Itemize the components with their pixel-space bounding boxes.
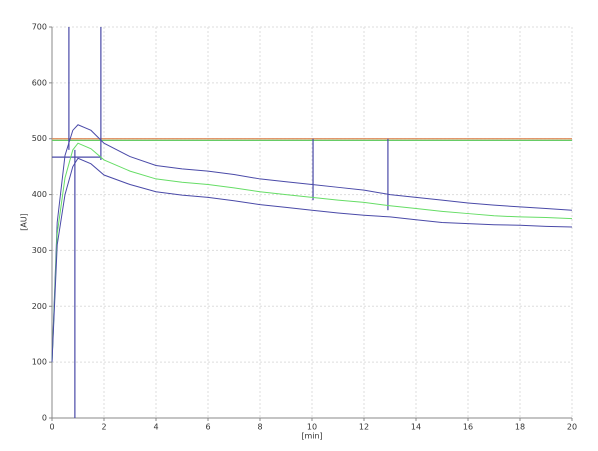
- y-tick-label: 400: [32, 190, 47, 199]
- x-tick-label: 14: [411, 423, 421, 432]
- x-tick-label: 6: [205, 423, 210, 432]
- data-line: [51, 124, 573, 363]
- y-tick-label: 700: [32, 23, 47, 32]
- y-tick-label: 500: [32, 134, 47, 143]
- x-tick-label: 10: [307, 423, 317, 432]
- data-line: [51, 142, 573, 363]
- y-tick-label: 200: [32, 302, 47, 311]
- y-tick-label: 600: [32, 78, 47, 87]
- data-line: [51, 157, 573, 363]
- x-tick-label: 8: [257, 423, 262, 432]
- y-axis-label: [AU]: [20, 213, 29, 231]
- y-tick-label: 300: [32, 246, 47, 255]
- x-tick-label: 2: [101, 423, 106, 432]
- x-axis-label: [min]: [301, 432, 322, 441]
- x-tick-label: 0: [49, 423, 54, 432]
- x-tick-label: 18: [515, 423, 525, 432]
- y-tick-label: 100: [32, 358, 47, 367]
- x-tick-label: 12: [359, 423, 369, 432]
- y-tick-label: 0: [42, 414, 47, 423]
- x-tick-label: 4: [153, 423, 158, 432]
- x-tick-label: 20: [567, 423, 577, 432]
- x-tick-label: 16: [463, 423, 473, 432]
